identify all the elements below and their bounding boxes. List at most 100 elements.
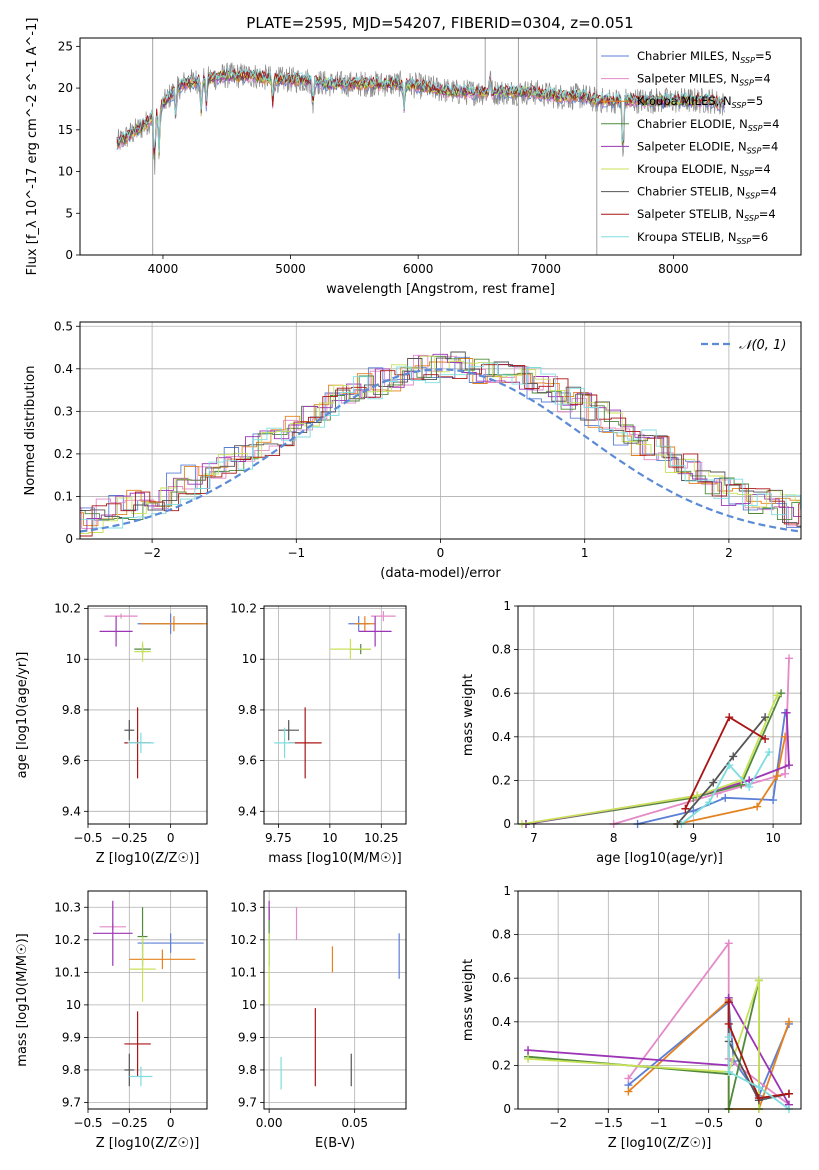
y-tick-label: 0.2 xyxy=(492,1058,511,1072)
y-tick-label: 10.3 xyxy=(230,900,257,914)
y-tick-label: 10.3 xyxy=(54,900,81,914)
weight-marker xyxy=(754,1094,763,1103)
weight-marker xyxy=(784,1089,793,1098)
weight-marker xyxy=(761,713,770,722)
y-tick-label: 0.5 xyxy=(54,319,73,333)
legend-nssp-value: =5 xyxy=(746,94,763,108)
y-axis-label: mass weight xyxy=(461,959,476,1041)
spectrum-panel: 4000 5000 6000 7000 8000 0 5 10 15 20 25 wavelength… xyxy=(25,18,802,297)
age-vs-Z-background xyxy=(88,606,207,824)
y-tick-label: 0.2 xyxy=(54,447,73,461)
x-tick-label: 7000 xyxy=(531,262,562,276)
x-axis-label: mass [log10(M/M☉)] xyxy=(268,851,401,866)
legend-nssp-value: =6 xyxy=(751,230,768,244)
x-tick-label: 8000 xyxy=(658,262,689,276)
x-tick-label: 8 xyxy=(610,831,618,845)
y-tick-label: 0.3 xyxy=(54,404,73,418)
weight-marker xyxy=(705,798,714,807)
histogram-salpeter-stelib xyxy=(80,364,801,537)
residuals-panel: −2 −1 0 1 2 0 0.1 0.2 0.3 0.4 0.5 (data-model)/erro… xyxy=(23,319,802,581)
histogram-kroupa-stelib xyxy=(80,362,801,529)
legend-label: Kroupa STELIB, NSSP=6 xyxy=(637,230,768,246)
mass-weight-vs-age-panel: 7 8 9 10 0 0.2 0.4 0.6 0.8 1 age [log10(age/yr)] ma… xyxy=(461,599,802,866)
legend-subscript: SSP xyxy=(739,79,754,88)
legend-subscript: SSP xyxy=(744,214,759,223)
mass-weight-vs-Z-panel: −2 −1.5 −1 −0.5 0 0 0.2 0.4 0.6 0.8 1 Z [log10(Z/Z☉… xyxy=(461,884,802,1151)
histogram-salpeter-miles xyxy=(80,354,801,529)
y-tick-label: 0.4 xyxy=(492,730,511,744)
weight-line xyxy=(676,716,766,825)
x-tick-label: 0 xyxy=(167,831,175,845)
weight-marker xyxy=(754,1083,763,1092)
y-tick-label: 10 xyxy=(66,998,81,1012)
legend-nssp-value: =4 xyxy=(761,139,778,153)
legend-nssp-value: =4 xyxy=(759,207,776,221)
weight-line xyxy=(521,695,778,825)
weight-marker xyxy=(745,782,754,791)
y-axis-label: mass weight xyxy=(461,674,476,756)
weight-marker xyxy=(721,793,730,802)
y-axis-label: Flux [f_λ 10^-17 erg cm^-2 s^-1 A^-1] xyxy=(25,18,40,276)
weight-marker xyxy=(624,1087,633,1096)
legend-label: Chabrier MILES, NSSP=5 xyxy=(637,49,772,65)
weight-marker xyxy=(782,708,791,717)
errorbar-salpeter-miles xyxy=(104,613,138,619)
weight-marker xyxy=(724,939,733,948)
x-tick-label: 2 xyxy=(725,546,733,560)
legend-nssp-value: =4 xyxy=(763,117,780,131)
weight-marker xyxy=(761,734,770,743)
y-tick-label: 10.1 xyxy=(230,965,257,979)
y-tick-label: 9.4 xyxy=(62,804,81,818)
weight-marker xyxy=(785,654,794,663)
x-tick-label: 9 xyxy=(690,831,698,845)
y-tick-label: 0.2 xyxy=(492,773,511,787)
y-tick-label: 0.8 xyxy=(492,928,511,942)
x-tick-label: −1 xyxy=(287,546,305,560)
errorbar-kroupa-stelib xyxy=(129,1066,153,1087)
errorbar-kroupa-stelib xyxy=(127,732,155,754)
weight-series-salpeter-stelib xyxy=(681,713,770,813)
y-tick-label: 1 xyxy=(503,884,511,898)
histogram-kroupa-elodie xyxy=(80,355,801,535)
x-axis-label: age [log10(age/yr)] xyxy=(596,851,723,866)
weight-marker xyxy=(725,761,734,770)
y-tick-label: 9.8 xyxy=(62,1063,81,1077)
spectrum-lines xyxy=(116,38,725,255)
x-tick-label: −1 xyxy=(650,1116,668,1130)
x-tick-label: 10 xyxy=(322,831,337,845)
y-axis-label: mass [log10(M/M☉)] xyxy=(15,933,30,1066)
legend-subscript: SSP xyxy=(740,56,755,65)
y-tick-label: 9.7 xyxy=(62,1095,81,1109)
y-tick-label: 10.2 xyxy=(230,602,257,616)
data-spectrum-line xyxy=(116,62,725,175)
weight-line xyxy=(677,736,786,825)
age-vs-Z-panel: −0.5 −0.25 0 9.4 9.6 9.8 10 10.2 Z [log10(Z/Z☉)]… xyxy=(15,602,208,866)
weight-marker xyxy=(753,802,762,811)
errorbar-kroupa-miles xyxy=(129,949,196,970)
x-tick-label: 7 xyxy=(530,831,538,845)
legend-subscript: SSP xyxy=(737,237,752,246)
weight-marker xyxy=(724,1033,733,1042)
y-tick-label: 1 xyxy=(503,599,511,613)
weight-marker xyxy=(784,1017,793,1026)
y-tick-label: 9.6 xyxy=(62,754,81,768)
y-tick-label: 5 xyxy=(65,206,73,220)
legend-nssp-value: =4 xyxy=(754,162,771,176)
weight-marker xyxy=(781,769,790,778)
histograms xyxy=(80,351,801,538)
axes-frame xyxy=(87,605,208,825)
y-tick-label: 9.9 xyxy=(238,1030,257,1044)
y-tick-label: 9.7 xyxy=(238,1095,257,1109)
y-tick-label: 0.4 xyxy=(54,362,73,376)
y-tick-label: 0.6 xyxy=(492,686,511,700)
legend-label: Salpeter MILES, NSSP=4 xyxy=(637,72,771,88)
weight-marker xyxy=(725,713,734,722)
errorbar-chabrier-stelib xyxy=(124,1053,135,1087)
legend-subscript: SSP xyxy=(748,124,763,133)
weight-line xyxy=(527,980,760,1109)
y-tick-label: 10.2 xyxy=(54,602,81,616)
errorbar-kroupa-stelib xyxy=(274,727,295,759)
mass-vs-Z-panel: −0.5 −0.25 0 9.7 9.8 9.9 10 10.1 10.2 10.3 Z [log1… xyxy=(15,890,208,1151)
x-tick-label: 1 xyxy=(581,546,589,560)
